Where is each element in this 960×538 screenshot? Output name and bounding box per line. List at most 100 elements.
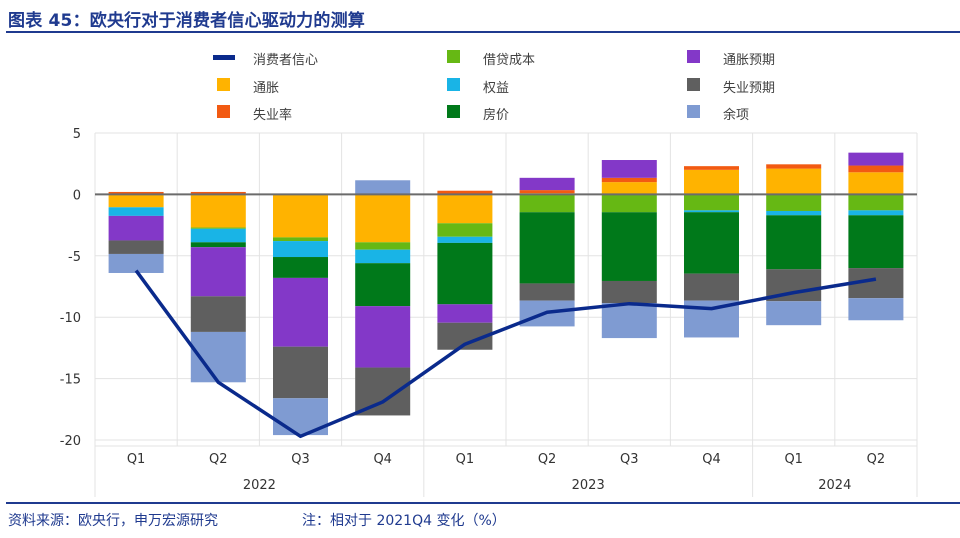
title-divider xyxy=(6,31,960,33)
bar-segment xyxy=(190,191,246,195)
legend-label: 房价 xyxy=(483,107,509,123)
footer-divider xyxy=(6,502,960,504)
bar-segment xyxy=(273,237,328,242)
bar-segment xyxy=(190,242,246,248)
consumer-confidence-line xyxy=(134,269,877,439)
bar-segment xyxy=(355,306,411,368)
bar-segment xyxy=(684,166,739,170)
bar-segment xyxy=(601,280,657,304)
x-year-label: 2023 xyxy=(572,478,605,493)
bar-segment xyxy=(273,241,328,258)
bar-segment xyxy=(766,168,822,195)
x-tick-label: Q3 xyxy=(620,452,639,467)
legend-label: 权益 xyxy=(483,80,509,96)
bar-segment xyxy=(848,172,904,195)
bar-segment xyxy=(848,210,904,216)
legend-label: 失业率 xyxy=(253,107,292,123)
bar-segment xyxy=(684,212,739,274)
y-tick-label: 5 xyxy=(73,127,81,142)
bar-segment xyxy=(108,215,164,241)
legend-swatch xyxy=(687,50,700,63)
y-tick-label: -10 xyxy=(60,311,81,326)
bar-segment xyxy=(519,177,575,191)
bar-segment xyxy=(190,227,246,229)
x-tick-label: Q3 xyxy=(291,452,310,467)
y-tick-label: -20 xyxy=(60,434,81,449)
legend-line-swatch xyxy=(213,55,235,60)
bar-segment xyxy=(355,180,411,195)
x-year-label: 2022 xyxy=(243,478,276,493)
bars xyxy=(108,152,904,436)
bar-segment xyxy=(519,194,575,213)
confidence-line xyxy=(134,269,877,439)
bar-segment xyxy=(766,215,822,270)
bar-segment xyxy=(437,236,493,243)
bar-segment xyxy=(355,249,411,264)
bar-segment xyxy=(437,223,493,237)
unit-note: 注：相对于 2021Q4 变化（%） xyxy=(302,513,506,529)
bar-segment xyxy=(601,194,657,213)
legend-swatch xyxy=(687,78,700,91)
legend-swatch xyxy=(687,105,700,118)
bar-segment xyxy=(684,169,739,195)
bar-segment xyxy=(437,242,493,305)
bar-segment xyxy=(355,242,411,250)
bar-segment xyxy=(108,253,164,273)
bar-segment xyxy=(108,194,164,208)
x-axis: Q1 Q2 Q3 Q4 Q1 Q2 Q3 Q4 Q1 Q2 2022 2023 2024 xyxy=(94,446,918,497)
bar-segment xyxy=(108,240,164,254)
legend-label: 失业预期 xyxy=(723,81,775,96)
bar-segment xyxy=(519,190,575,194)
bar-segment xyxy=(848,194,904,211)
bar-segment xyxy=(355,367,411,416)
bar-segment xyxy=(190,194,246,228)
bar-segment xyxy=(601,177,657,183)
y-tick-label: -15 xyxy=(60,373,81,388)
bar-segment xyxy=(848,152,904,166)
bar-segment xyxy=(766,210,822,216)
bar-segment xyxy=(273,346,328,399)
legend-swatch xyxy=(447,105,460,118)
bar-segment xyxy=(684,273,739,301)
bar-segment xyxy=(848,298,904,321)
bar-segment xyxy=(601,303,657,339)
x-tick-label: Q2 xyxy=(209,452,228,467)
source-note: 资料来源：欧央行，申万宏源研究 xyxy=(8,513,218,529)
legend-label: 通胀 xyxy=(253,81,279,96)
bar-segment xyxy=(273,257,328,278)
bar-segment xyxy=(848,165,904,173)
legend-swatch xyxy=(217,78,230,91)
bar-segment xyxy=(519,212,575,284)
bar-segment xyxy=(273,194,328,238)
legend-label: 消费者信心 xyxy=(253,53,318,68)
bar-segment xyxy=(190,296,246,332)
bar-segment xyxy=(437,194,493,224)
bar-segment xyxy=(519,283,575,301)
bar-segment xyxy=(766,194,822,211)
bar-segment xyxy=(108,207,164,216)
legend-swatch xyxy=(447,50,460,63)
bar-segment xyxy=(190,247,246,297)
bar-segment xyxy=(437,190,493,195)
bar-segment xyxy=(190,228,246,243)
bar-segment xyxy=(273,277,328,347)
chart-title: 图表 45：欧央行对于消费者信心驱动力的测算 xyxy=(8,11,365,31)
bar-segment xyxy=(766,301,822,326)
x-year-label: 2024 xyxy=(818,478,851,493)
bar-segment xyxy=(684,210,739,213)
x-tick-label: Q1 xyxy=(456,452,475,467)
bar-segment xyxy=(437,304,493,323)
bar-segment xyxy=(848,215,904,269)
y-axis: 5 0 -5 -10 -15 -20 xyxy=(60,127,81,449)
y-tick-label: -5 xyxy=(68,250,81,265)
legend-label: 借贷成本 xyxy=(483,53,535,68)
x-tick-label: Q1 xyxy=(784,452,803,467)
bar-segment xyxy=(355,194,411,243)
bar-segment xyxy=(766,164,822,169)
bar-segment xyxy=(108,191,164,195)
x-tick-label: Q4 xyxy=(702,452,721,467)
y-tick-label: 0 xyxy=(73,188,81,203)
x-tick-label: Q1 xyxy=(127,452,146,467)
